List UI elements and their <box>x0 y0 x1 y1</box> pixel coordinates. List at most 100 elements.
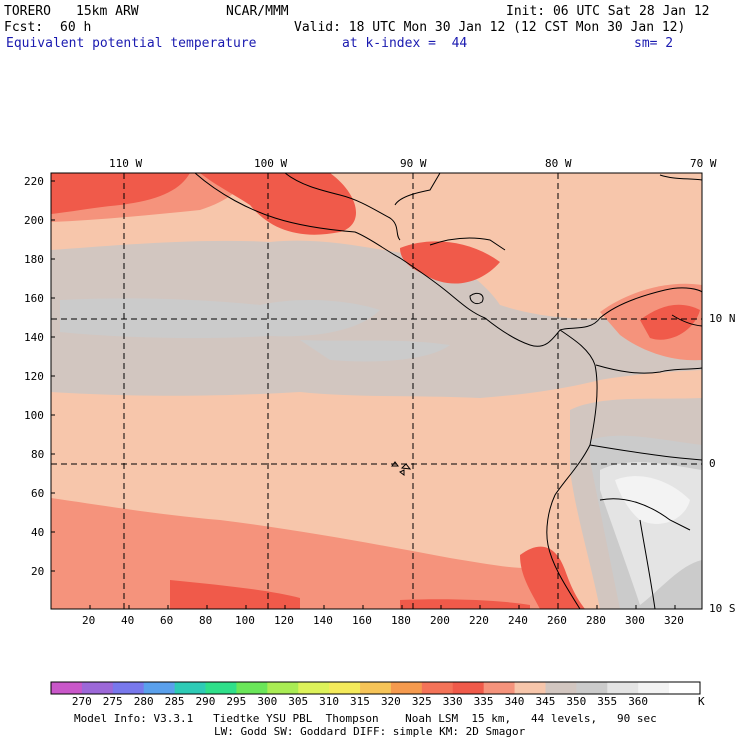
colorbar-swatch <box>483 682 515 694</box>
x-tick-label: 220 <box>469 614 489 627</box>
coastline <box>589 444 702 461</box>
colorbar-label: 295 <box>226 695 247 708</box>
colorbar-swatch <box>143 682 176 694</box>
x-tick-label: 140 <box>313 614 333 627</box>
model-name: TORERO <box>4 4 51 19</box>
colorbar-swatch <box>360 682 392 694</box>
coastline <box>639 519 656 609</box>
x-tick-label: 100 <box>235 614 255 627</box>
y-tick-label: 60 <box>31 487 45 500</box>
theta-e-fill <box>51 173 702 609</box>
y-tick-label: 120 <box>24 370 44 383</box>
theta-e-fill <box>570 398 702 609</box>
colorbar-label: 275 <box>102 695 123 708</box>
theta-e-fill <box>200 173 357 235</box>
x-tick-label: 280 <box>586 614 606 627</box>
colorbar-label: 320 <box>380 695 401 708</box>
model-info: Model Info: V3.3.1 Tiedtke YSU PBL Thomp… <box>74 712 657 725</box>
colorbar-swatch <box>51 682 83 694</box>
coastline <box>546 329 598 609</box>
lon-label: 100 W <box>254 157 288 170</box>
center-label: NCAR/MMM <box>226 4 289 19</box>
lat-label: 10 S <box>709 602 736 615</box>
colorbar-swatch <box>607 682 639 694</box>
theta-e-fill <box>600 283 702 361</box>
x-tick-label: 40 <box>121 614 135 627</box>
y-tick-label: 100 <box>24 409 44 422</box>
x-tick-label: 180 <box>391 614 411 627</box>
colorbar-swatch <box>669 682 701 694</box>
theta-e-fill <box>520 546 585 609</box>
coastline <box>391 461 412 476</box>
theta-e-fill <box>400 599 530 609</box>
y-tick-label: 80 <box>31 448 45 461</box>
coastline <box>284 173 401 241</box>
colorbar-swatch <box>174 682 206 694</box>
x-tick-label: 60 <box>160 614 174 627</box>
x-tick-label: 260 <box>547 614 567 627</box>
x-tick-label: 160 <box>352 614 372 627</box>
colorbar-swatch <box>236 682 268 694</box>
lon-label: 110 W <box>109 157 143 170</box>
physics-info: LW: Godd SW: Goddard DIFF: simple KM: 2D… <box>214 725 526 738</box>
theta-e-fill <box>170 580 300 609</box>
colorbar-label: 285 <box>164 695 185 708</box>
coastline <box>671 314 702 327</box>
x-tick-label: 300 <box>625 614 645 627</box>
coastline <box>469 292 484 305</box>
lat-label: 10 N <box>709 312 736 325</box>
init-time: Init: 06 UTC Sat 28 Jan 12 <box>506 4 710 19</box>
x-tick-label: 320 <box>664 614 684 627</box>
colorbar-label: 280 <box>133 695 154 708</box>
lat-label: 0 <box>709 457 716 470</box>
colorbar-label: 335 <box>473 695 494 708</box>
colorbar-unit: K <box>698 695 705 708</box>
lon-label: 70 W <box>690 157 717 170</box>
coastline <box>394 173 441 206</box>
y-tick-label: 220 <box>24 175 44 188</box>
colorbar-swatch <box>267 682 299 694</box>
coastline <box>659 174 702 181</box>
forecast-hour: 60 h <box>60 20 92 35</box>
coastline <box>429 237 506 251</box>
theta-e-fill <box>51 173 250 222</box>
coastline <box>599 498 691 531</box>
colorbar-label: 355 <box>597 695 618 708</box>
colorbar-label: 325 <box>411 695 432 708</box>
forecast-label: Fcst: <box>4 20 44 35</box>
theta-e-fill <box>51 498 580 609</box>
map-frame <box>50 172 703 610</box>
resolution: 15km ARW <box>76 4 139 19</box>
colorbar-swatch <box>514 682 546 694</box>
y-tick-label: 40 <box>31 526 45 539</box>
field-name: Equivalent potential temperature <box>6 36 257 51</box>
theta-e-fill <box>60 298 380 339</box>
x-tick-label: 20 <box>82 614 96 627</box>
colorbar-label: 270 <box>71 695 92 708</box>
y-tick-label: 160 <box>24 292 44 305</box>
coastline <box>595 364 702 374</box>
lon-label: 80 W <box>545 157 572 170</box>
coastline <box>194 173 702 347</box>
smoothing-label: sm= 2 <box>634 36 674 51</box>
colorbar-label: 350 <box>566 695 587 708</box>
y-tick-label: 180 <box>24 253 44 266</box>
colorbar-label: 360 <box>628 695 649 708</box>
theta-e-fill <box>400 241 500 284</box>
colorbar-swatch <box>329 682 361 694</box>
colorbar-label: 300 <box>257 695 278 708</box>
colorbar-swatch <box>452 682 485 694</box>
colorbar-swatch <box>390 682 423 694</box>
theta-e-fill <box>615 476 690 524</box>
colorbar-swatch <box>545 682 577 694</box>
colorbar-swatch <box>298 682 330 694</box>
colorbar <box>50 681 701 695</box>
theta-e-fill <box>590 435 702 609</box>
x-tick-label: 240 <box>508 614 528 627</box>
colorbar-frame <box>50 681 701 695</box>
level-label: at k-index = 44 <box>342 36 468 51</box>
x-tick-label: 80 <box>199 614 213 627</box>
theta-e-fill <box>51 240 702 398</box>
valid-time: Valid: 18 UTC Mon 30 Jan 12 (12 CST Mon … <box>294 20 686 35</box>
